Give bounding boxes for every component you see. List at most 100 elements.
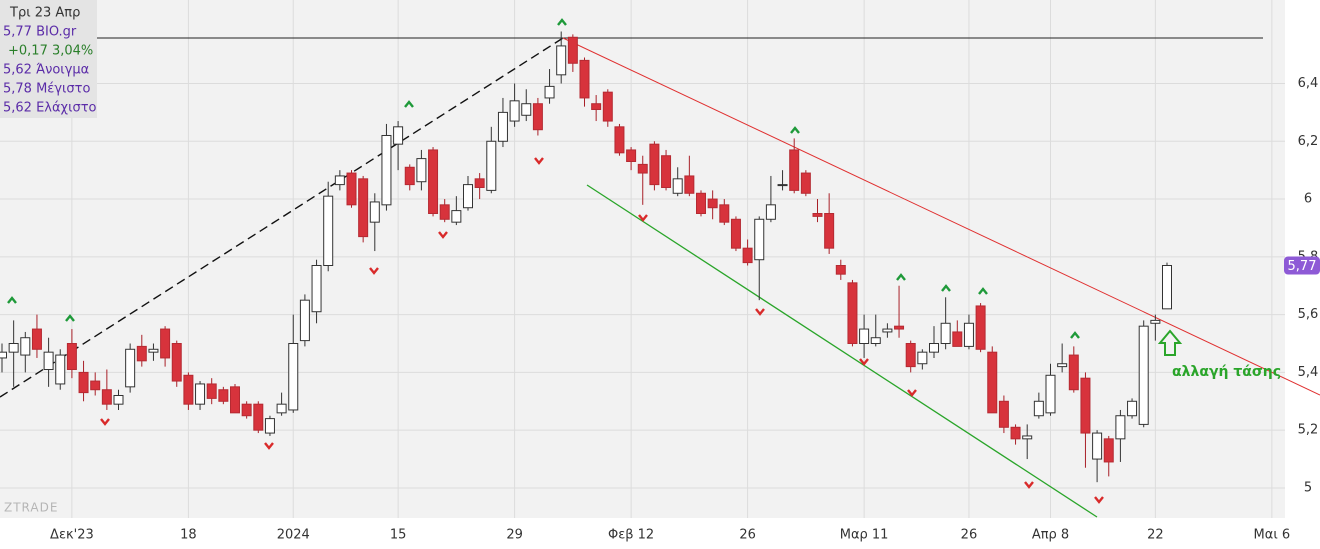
- candle-body: [334, 175, 345, 186]
- candle-body: [416, 158, 427, 183]
- candle-body: [1010, 426, 1021, 440]
- candle-body: [602, 91, 613, 122]
- candle-body: [346, 172, 357, 206]
- candle-body: [521, 103, 532, 116]
- candle-body: [707, 198, 718, 209]
- candle-body: [463, 184, 473, 209]
- candle-body: [1033, 400, 1044, 417]
- candle-body: [800, 172, 811, 194]
- plot-area: [0, 0, 1285, 518]
- candle-body: [8, 343, 19, 353]
- candle-body: [765, 204, 776, 220]
- x-tick-label: 26: [961, 528, 978, 543]
- candle-body: [113, 395, 124, 405]
- watermark: ZTRADE: [4, 501, 58, 515]
- candle-body: [684, 175, 695, 194]
- candle-body: [1045, 374, 1056, 414]
- down-marker: [534, 157, 544, 165]
- down-marker: [369, 267, 379, 275]
- candle-body: [1080, 377, 1091, 434]
- candle-body: [439, 204, 450, 220]
- candle-body: [218, 389, 229, 402]
- candle-body: [929, 343, 939, 353]
- candle-body: [393, 126, 404, 145]
- down-marker: [859, 358, 869, 366]
- down-marker: [1094, 496, 1104, 504]
- candle-body: [78, 371, 89, 394]
- candle-body: [1115, 415, 1126, 440]
- candle-body: [963, 322, 974, 347]
- x-tick-label: Μαρ 11: [840, 528, 889, 543]
- candle-body: [532, 103, 543, 131]
- candle-body: [626, 149, 637, 162]
- candle-body: [31, 328, 42, 350]
- up-marker: [7, 296, 17, 304]
- channel-top: [562, 37, 1320, 396]
- y-tick-label: 6,4: [1298, 76, 1319, 91]
- candle-body: [987, 351, 998, 414]
- y-tick-label: 5,4: [1298, 365, 1319, 380]
- candle-body: [206, 383, 217, 399]
- last-price-badge: [1284, 256, 1320, 275]
- info-line: 5,62 Άνοιγμα: [3, 63, 89, 78]
- info-line: 5,77 BIO.gr: [3, 25, 77, 40]
- down-marker: [638, 214, 648, 222]
- candle-body: [1068, 354, 1079, 391]
- candle-body: [136, 345, 147, 362]
- candle-body: [43, 351, 54, 371]
- candle-body: [90, 380, 101, 391]
- candle-body: [649, 143, 660, 186]
- up-marker: [896, 273, 906, 281]
- candle-body: [730, 218, 741, 249]
- channel-bottom: [586, 184, 1098, 518]
- candle-body: [241, 403, 252, 417]
- candle-body: [1162, 265, 1172, 310]
- candle-body: [556, 45, 567, 76]
- candle-body: [544, 85, 555, 99]
- candle-body: [276, 403, 287, 414]
- candle-body: [672, 178, 683, 194]
- last-price-label: 5,77: [1288, 259, 1317, 274]
- candle-body: [591, 103, 602, 110]
- y-tick-label: 6: [1304, 192, 1312, 207]
- info-box: [0, 0, 97, 118]
- candle-body: [323, 195, 334, 267]
- candle-body: [451, 210, 462, 223]
- candle-body: [230, 386, 240, 414]
- candle-body: [160, 328, 171, 359]
- candle-body: [195, 383, 206, 405]
- up-marker: [404, 100, 414, 108]
- candle-body: [998, 400, 1009, 428]
- info-line: Τρι 23 Απρ: [9, 6, 80, 21]
- info-line: 5,78 Μέγιστο: [3, 82, 90, 97]
- up-marker: [790, 126, 800, 134]
- candle-body: [474, 178, 485, 188]
- candle-body: [125, 348, 136, 388]
- candle-body: [148, 348, 159, 353]
- up-marker: [557, 18, 567, 26]
- candle-body: [486, 140, 497, 191]
- candle-body: [509, 100, 520, 122]
- info-line: +0,17 3,04%: [8, 44, 93, 59]
- candle-body: [264, 418, 275, 434]
- candle-body: [183, 374, 194, 405]
- candle-body: [742, 247, 753, 264]
- candle-body: [719, 204, 730, 223]
- candle-body: [777, 184, 788, 187]
- candle-body: [894, 325, 905, 330]
- down-marker: [100, 418, 110, 426]
- up-marker: [1070, 331, 1080, 339]
- y-tick-label: 6,2: [1298, 134, 1319, 149]
- down-marker: [438, 231, 448, 239]
- down-marker: [264, 442, 274, 450]
- candle-body: [614, 126, 625, 154]
- x-tick-label: 22: [1147, 528, 1164, 543]
- x-tick-label: Απρ 8: [1032, 528, 1069, 543]
- x-tick-label: 15: [390, 528, 407, 543]
- candle-body: [381, 134, 392, 206]
- up-marker: [978, 287, 988, 295]
- candle-body: [299, 299, 310, 342]
- candle-body: [754, 218, 765, 261]
- candle-body: [812, 212, 823, 217]
